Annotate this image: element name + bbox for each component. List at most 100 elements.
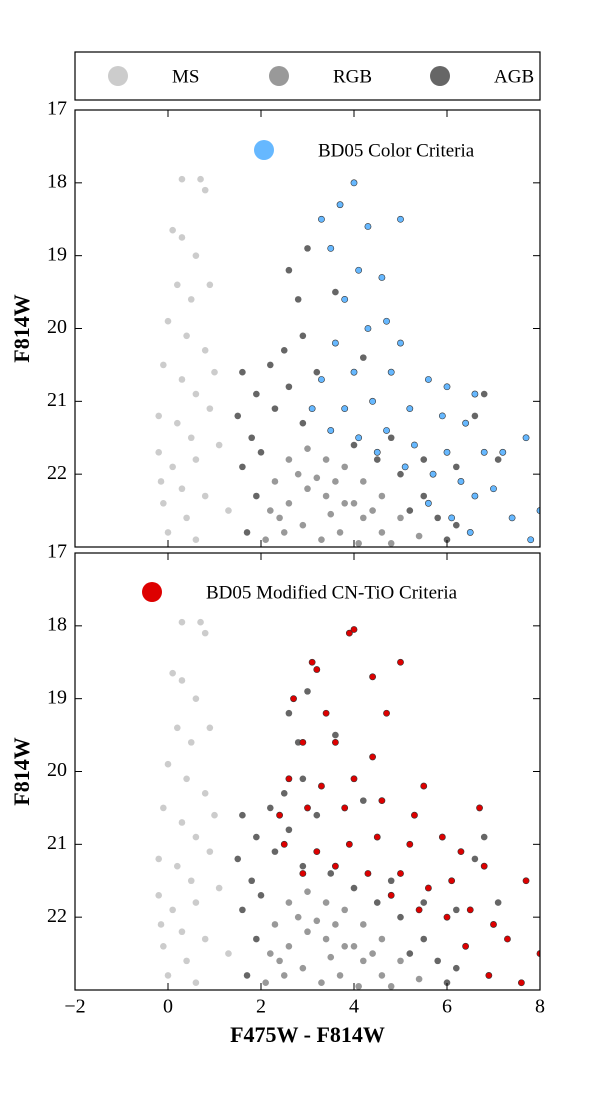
point: [420, 456, 428, 463]
point: [178, 485, 186, 493]
point: [299, 964, 307, 972]
point: [322, 899, 330, 906]
point: [304, 888, 311, 895]
point: [155, 412, 162, 420]
point: [304, 245, 311, 252]
x-tick-label: −2: [64, 996, 85, 1018]
point: [174, 281, 181, 289]
point: [471, 855, 479, 863]
point: [378, 492, 386, 500]
point: [508, 514, 516, 522]
point: [215, 441, 223, 449]
point: [360, 921, 367, 928]
point: [304, 804, 311, 812]
point: [201, 492, 209, 500]
point: [206, 724, 214, 732]
point: [290, 695, 297, 703]
point: [364, 223, 372, 230]
point: [378, 529, 386, 536]
point: [294, 470, 302, 478]
point: [415, 906, 423, 914]
point: [387, 540, 395, 547]
point: [299, 738, 307, 746]
point: [294, 739, 302, 746]
point: [350, 500, 358, 507]
point: [327, 244, 335, 252]
point: [187, 296, 195, 303]
point: [169, 669, 176, 677]
point: [211, 368, 218, 376]
point: [369, 753, 376, 761]
point: [313, 666, 321, 673]
point: [480, 833, 488, 841]
point: [280, 972, 288, 979]
point: [187, 739, 195, 746]
point: [490, 921, 497, 928]
points: [155, 618, 540, 990]
point: [383, 317, 390, 325]
point: [518, 979, 525, 987]
point: [285, 899, 293, 906]
point: [280, 840, 288, 848]
point: [178, 376, 186, 383]
point: [280, 790, 288, 797]
point: [406, 507, 414, 514]
point: [332, 731, 339, 739]
point: [369, 507, 376, 514]
point: [341, 943, 349, 950]
point: [443, 383, 451, 391]
point: [299, 862, 307, 870]
point: [174, 862, 181, 870]
point: [197, 618, 204, 626]
point: [429, 470, 437, 478]
point: [494, 456, 502, 463]
point: [387, 983, 395, 990]
point: [350, 626, 358, 633]
point: [187, 434, 195, 442]
point: [160, 804, 167, 812]
point: [345, 629, 353, 637]
point: [355, 266, 363, 274]
legend-marker: [108, 66, 128, 86]
point: [206, 848, 214, 855]
point: [457, 478, 465, 485]
point: [253, 935, 260, 943]
point: [299, 332, 307, 340]
point: [178, 618, 186, 626]
legend-label: BD05 Color Criteria: [318, 140, 475, 161]
point: [313, 474, 321, 482]
point: [308, 658, 316, 666]
point: [504, 935, 511, 943]
point: [360, 354, 367, 361]
point: [341, 295, 349, 303]
point: [299, 870, 307, 877]
point: [183, 514, 190, 522]
point: [369, 673, 376, 681]
point: [350, 884, 358, 892]
point: [471, 492, 479, 500]
point: [378, 274, 386, 281]
point: [313, 811, 321, 819]
point: [397, 870, 404, 877]
point: [169, 226, 176, 234]
point: [331, 862, 339, 870]
point: [350, 441, 358, 449]
point: [299, 775, 307, 783]
point: [253, 492, 260, 500]
point: [192, 695, 200, 702]
point: [267, 507, 274, 514]
point: [341, 906, 349, 914]
point: [397, 339, 404, 347]
point: [257, 892, 265, 899]
point: [466, 906, 474, 914]
point: [406, 840, 414, 848]
point: [187, 877, 195, 885]
point: [424, 499, 432, 507]
point: [490, 485, 497, 493]
point: [378, 935, 386, 943]
point: [192, 252, 200, 259]
legend-marker: [269, 66, 289, 86]
legend-label: MS: [172, 66, 199, 87]
point: [387, 368, 395, 376]
point: [341, 405, 349, 413]
